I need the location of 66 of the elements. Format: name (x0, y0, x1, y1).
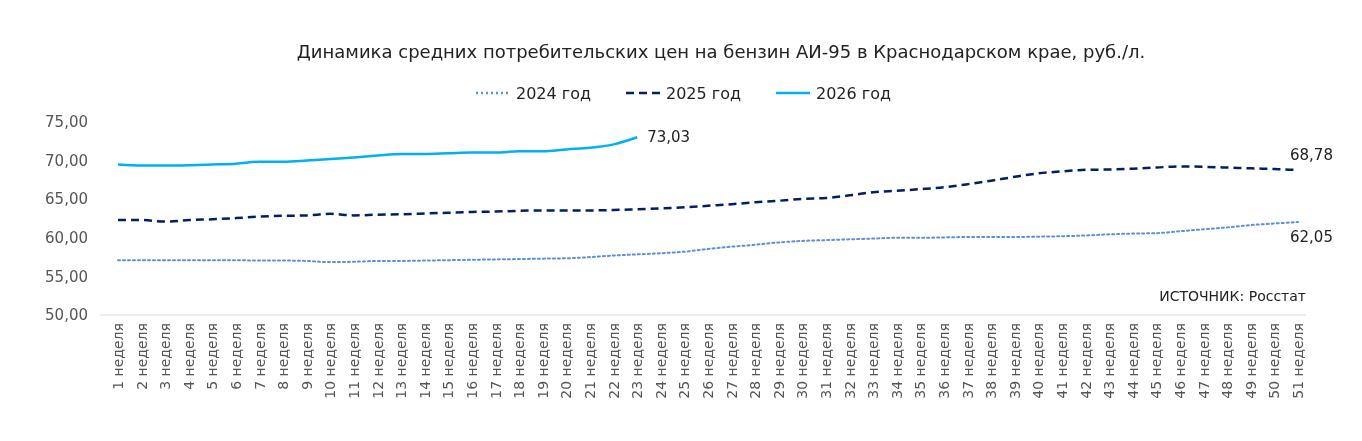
x-tick-label: 19 неделя (534, 323, 551, 399)
x-tick-label: 34 неделя (888, 323, 905, 399)
data-label: 62,05 (1290, 227, 1333, 246)
legend-label: 2025 год (666, 83, 742, 103)
x-tick-label: 47 неделя (1195, 323, 1212, 399)
x-tick-label: 12 неделя (369, 323, 386, 399)
y-tick-label: 55,00 (45, 267, 88, 286)
x-tick-label: 26 неделя (700, 323, 716, 399)
x-tick-label: 31 неделя (818, 323, 834, 399)
x-tick-label: 27 неделя (723, 323, 740, 399)
x-tick-label: 49 неделя (1242, 323, 1259, 399)
x-tick-label: 4 неделя (180, 323, 197, 390)
y-tick-label: 60,00 (45, 229, 88, 248)
x-tick-label: 29 неделя (770, 323, 787, 399)
x-tick-label: 36 неделя (936, 323, 952, 399)
x-tick-label: 51 неделя (1290, 323, 1306, 399)
x-tick-label: 44 неделя (1124, 323, 1141, 399)
x-tick-label: 32 неделя (841, 323, 858, 399)
x-tick-label: 22 неделя (605, 323, 622, 399)
annotation: ИСТОЧНИК: Росстат (1159, 288, 1306, 304)
x-tick-label: 3 неделя (157, 323, 174, 390)
x-tick-label: 15 неделя (440, 323, 457, 399)
x-tick-label: 39 неделя (1006, 323, 1023, 399)
x-tick-label: 28 неделя (747, 323, 764, 399)
x-tick-label: 40 неделя (1030, 323, 1047, 399)
x-tick-label: 16 неделя (464, 323, 480, 399)
line-series (116, 135, 639, 167)
x-tick-label: 10 неделя (322, 323, 339, 399)
x-tick-label: 9 неделя (298, 323, 315, 390)
x-tick-label: 5 неделя (204, 323, 221, 390)
x-tick-label: 23 неделя (629, 323, 646, 399)
x-tick-label: 45 неделя (1148, 323, 1165, 399)
data-label: 73,03 (647, 128, 691, 147)
x-tick-label: 24 неделя (652, 323, 669, 399)
y-tick-label: 70,00 (45, 151, 88, 170)
data-label: 68,78 (1290, 146, 1333, 165)
legend-label: 2026 год (816, 83, 892, 103)
x-tick-label: 25 неделя (676, 323, 693, 399)
x-tick-label: 8 неделя (275, 323, 292, 390)
x-tick-label: 46 неделя (1172, 323, 1188, 399)
x-tick-label: 30 неделя (794, 323, 811, 399)
x-tick-label: 13 неделя (393, 323, 410, 399)
x-tick-label: 2 неделя (133, 323, 150, 390)
chart-title: Динамика средних потребительских цен на бензин АИ-95 в Краснодарском крае, руб./л. (296, 41, 1146, 62)
x-tick-label: 7 неделя (251, 323, 268, 390)
x-tick-label: 41 неделя (1054, 323, 1070, 399)
x-tick-label: 14 неделя (416, 323, 433, 399)
y-tick-label: 75,00 (45, 113, 88, 132)
x-tick-label: 48 неделя (1219, 323, 1236, 399)
y-tick-label: 50,00 (45, 306, 88, 325)
x-tick-label: 18 неделя (511, 323, 528, 399)
x-tick-label: 38 неделя (983, 323, 1000, 399)
x-tick-label: 37 неделя (959, 323, 976, 399)
x-tick-label: 33 неделя (865, 323, 882, 399)
x-tick-label: 20 неделя (558, 323, 575, 399)
y-tick-label: 65,00 (45, 190, 88, 209)
x-tick-label: 35 неделя (912, 323, 929, 399)
x-tick-label: 43 неделя (1101, 323, 1118, 399)
x-tick-label: 17 неделя (487, 323, 504, 399)
x-tick-label: 42 неделя (1077, 323, 1094, 399)
x-tick-label: 1 неделя (110, 323, 126, 390)
x-tick-label: 6 неделя (228, 323, 244, 390)
x-tick-label: 11 неделя (346, 323, 362, 399)
x-tick-label: 21 неделя (582, 323, 598, 399)
legend-label: 2024 год (516, 83, 592, 103)
x-tick-label: 50 неделя (1266, 323, 1283, 399)
